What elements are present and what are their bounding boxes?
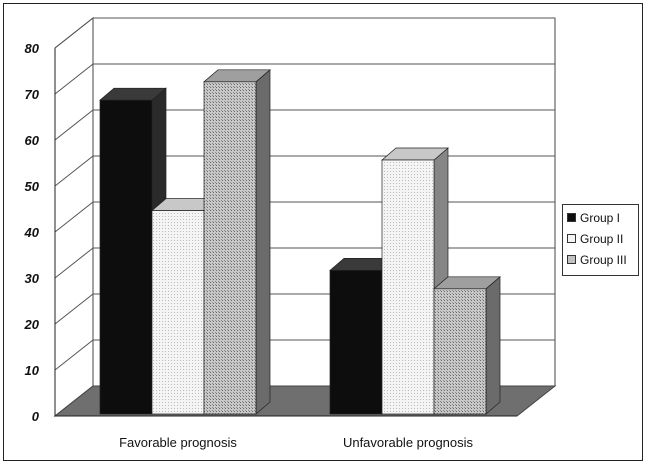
legend-item-group-3: Group III — [567, 249, 638, 270]
bar — [99, 99, 153, 415]
y-tick-label-0: 0 — [32, 409, 40, 424]
legend: Group I Group II Group III — [562, 204, 639, 276]
gridline-7 — [54, 63, 555, 95]
bar-side — [255, 69, 271, 415]
legend-item-group-2: Group II — [567, 228, 638, 249]
y-tick-label-8: 80 — [25, 41, 40, 56]
x-category-label-1: Unfavorable prognosis — [343, 435, 474, 450]
bar — [433, 288, 487, 415]
legend-item-group-1: Group I — [567, 207, 638, 228]
y-tick-label-3: 30 — [25, 271, 40, 286]
y-tick-label-6: 60 — [25, 133, 40, 148]
legend-label-group-2: Group II — [580, 231, 624, 246]
bar-side — [485, 276, 501, 415]
y-tick-label-4: 40 — [24, 225, 40, 240]
legend-label-group-1: Group I — [580, 210, 621, 225]
bar — [203, 81, 257, 415]
legend-label-group-3: Group III — [580, 252, 627, 267]
legend-swatch-group-3 — [567, 255, 576, 264]
legend-swatch-group-1 — [567, 213, 576, 222]
bar — [329, 270, 383, 415]
legend-swatch-group-2 — [567, 234, 576, 243]
gridline-8 — [54, 17, 555, 49]
y-tick-label-2: 20 — [24, 317, 40, 332]
y-tick-label-5: 50 — [25, 179, 40, 194]
x-category-label-0: Favorable prognosis — [119, 435, 237, 450]
bar — [381, 159, 435, 415]
y-tick-label-1: 10 — [25, 363, 40, 378]
bar — [151, 210, 205, 415]
gridline-6 — [54, 109, 555, 141]
y-tick-label-7: 70 — [25, 87, 40, 102]
